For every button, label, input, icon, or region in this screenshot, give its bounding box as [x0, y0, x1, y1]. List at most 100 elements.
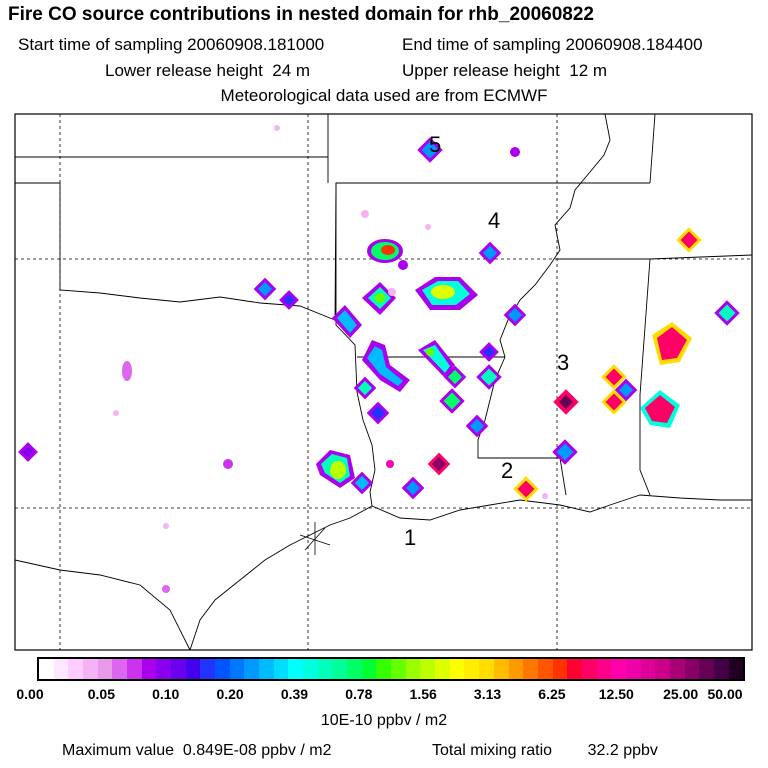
map-label-3: 3 — [557, 350, 569, 375]
colorbar-segment — [288, 659, 304, 679]
colorbar-segment — [53, 659, 69, 679]
blob — [542, 493, 548, 499]
start-time-label: Start time of sampling — [18, 35, 183, 54]
end-time-value: 20060908.184400 — [565, 35, 703, 54]
colorbar-segment — [332, 659, 348, 679]
colorbar-segment — [273, 659, 289, 679]
colorbar-segment — [303, 659, 318, 679]
blob — [253, 277, 277, 301]
blob — [439, 388, 465, 414]
plot-title: Fire CO source contributions in nested d… — [8, 4, 594, 25]
colorbar-segment — [713, 659, 729, 679]
colorbar-tick-label: 3.13 — [473, 686, 502, 702]
colorbar-tick-label: 0.78 — [345, 686, 373, 702]
blob — [510, 147, 520, 157]
blob — [274, 125, 280, 131]
colorbar-segment — [244, 659, 260, 679]
blob — [361, 210, 369, 218]
colorbar-segment — [420, 659, 436, 679]
colorbar-segment — [581, 659, 597, 679]
end-time-label: End time of sampling — [402, 35, 561, 54]
colorbar-segment — [141, 659, 157, 679]
blob — [362, 340, 410, 392]
met-data-line: Meteorological data used are from ECMWF — [220, 86, 548, 105]
plume-blobs — [18, 125, 740, 593]
end-time: End time of sampling 20060908.184400 — [402, 35, 703, 55]
blob — [386, 460, 394, 468]
colorbar-tick-label: 0.10 — [152, 686, 180, 702]
colorbar-segment — [376, 659, 392, 679]
blob — [113, 410, 119, 416]
colorbar-segment — [699, 659, 714, 679]
colorbar-segment — [215, 659, 230, 679]
colorbar-segment — [361, 659, 377, 679]
colorbar-segment — [655, 659, 670, 679]
colorbar-segment — [684, 659, 700, 679]
colorbar-segment — [39, 659, 54, 679]
colorbar-segment — [405, 659, 421, 679]
total-mixing-ratio-value: 32.2 ppbv — [587, 742, 658, 759]
blob — [362, 282, 396, 315]
colorbar-segment — [112, 659, 128, 679]
colorbar-segment — [537, 659, 553, 679]
blob — [417, 137, 443, 163]
colorbar-segment — [229, 659, 245, 679]
blob — [553, 389, 579, 415]
colorbar-segment — [728, 659, 744, 679]
colorbar-segment — [669, 659, 685, 679]
blob — [18, 442, 38, 462]
colorbar-segment — [156, 659, 172, 679]
upper-release-height: Upper release height 12 m — [402, 61, 607, 81]
blob — [332, 305, 362, 338]
blob — [316, 450, 355, 488]
colorbar-segment — [625, 659, 641, 679]
maximum-value-number: 0.849E-08 ppbv / m2 — [182, 742, 332, 759]
total-mixing-ratio: Total mixing ratio 32.2 ppbv — [432, 742, 658, 760]
blob — [465, 414, 489, 438]
blob — [479, 342, 499, 362]
blob — [223, 459, 233, 469]
upper-release-label: Upper release height — [402, 61, 560, 80]
blob — [652, 322, 692, 365]
lower-release-label: Lower release height — [105, 61, 263, 80]
blob — [279, 290, 299, 310]
blob — [415, 277, 478, 310]
colorbar-tick-label: 0.05 — [87, 686, 115, 702]
colorbar-segment — [185, 659, 201, 679]
start-time-value: 20060908.181000 — [187, 35, 325, 54]
colorbar-segment — [391, 659, 406, 679]
lower-release-height: Lower release height 24 m — [105, 61, 310, 81]
colorbar-units: 10E-10 ppbv / m2 — [320, 712, 448, 729]
lower-release-value: 24 m — [272, 61, 311, 80]
map-frame — [14, 113, 753, 651]
colorbar-segment — [640, 659, 656, 679]
colorbar-segment — [127, 659, 142, 679]
blob — [427, 452, 451, 476]
colorbar-segment — [68, 659, 84, 679]
colorbar-segment — [200, 659, 216, 679]
colorbar-segment — [317, 659, 333, 679]
colorbar-segment — [596, 659, 612, 679]
colorbar-tick-label: 25.00 — [663, 686, 699, 702]
colorbar-segment — [83, 659, 98, 679]
blob — [366, 401, 390, 425]
blob — [640, 390, 680, 428]
blob — [601, 389, 627, 415]
colorbar-tick-label: 12.50 — [598, 686, 634, 702]
blob — [552, 439, 578, 465]
colorbar-segment — [611, 659, 626, 679]
colorbar-segment — [508, 659, 524, 679]
map-label-4: 4 — [488, 208, 500, 233]
colorbar-segment — [464, 659, 480, 679]
blob — [367, 239, 403, 263]
blob — [401, 476, 425, 500]
colorbar-segment — [523, 659, 538, 679]
blob — [601, 364, 627, 390]
blob — [513, 476, 539, 502]
upper-release-value: 12 m — [569, 61, 608, 80]
colorbar-segment — [97, 659, 113, 679]
colorbar-segment — [171, 659, 186, 679]
blob — [353, 376, 377, 400]
maximum-value: Maximum value 0.849E-08 ppbv / m2 — [62, 742, 331, 760]
colorbar-tick-label: 50.00 — [707, 686, 743, 702]
